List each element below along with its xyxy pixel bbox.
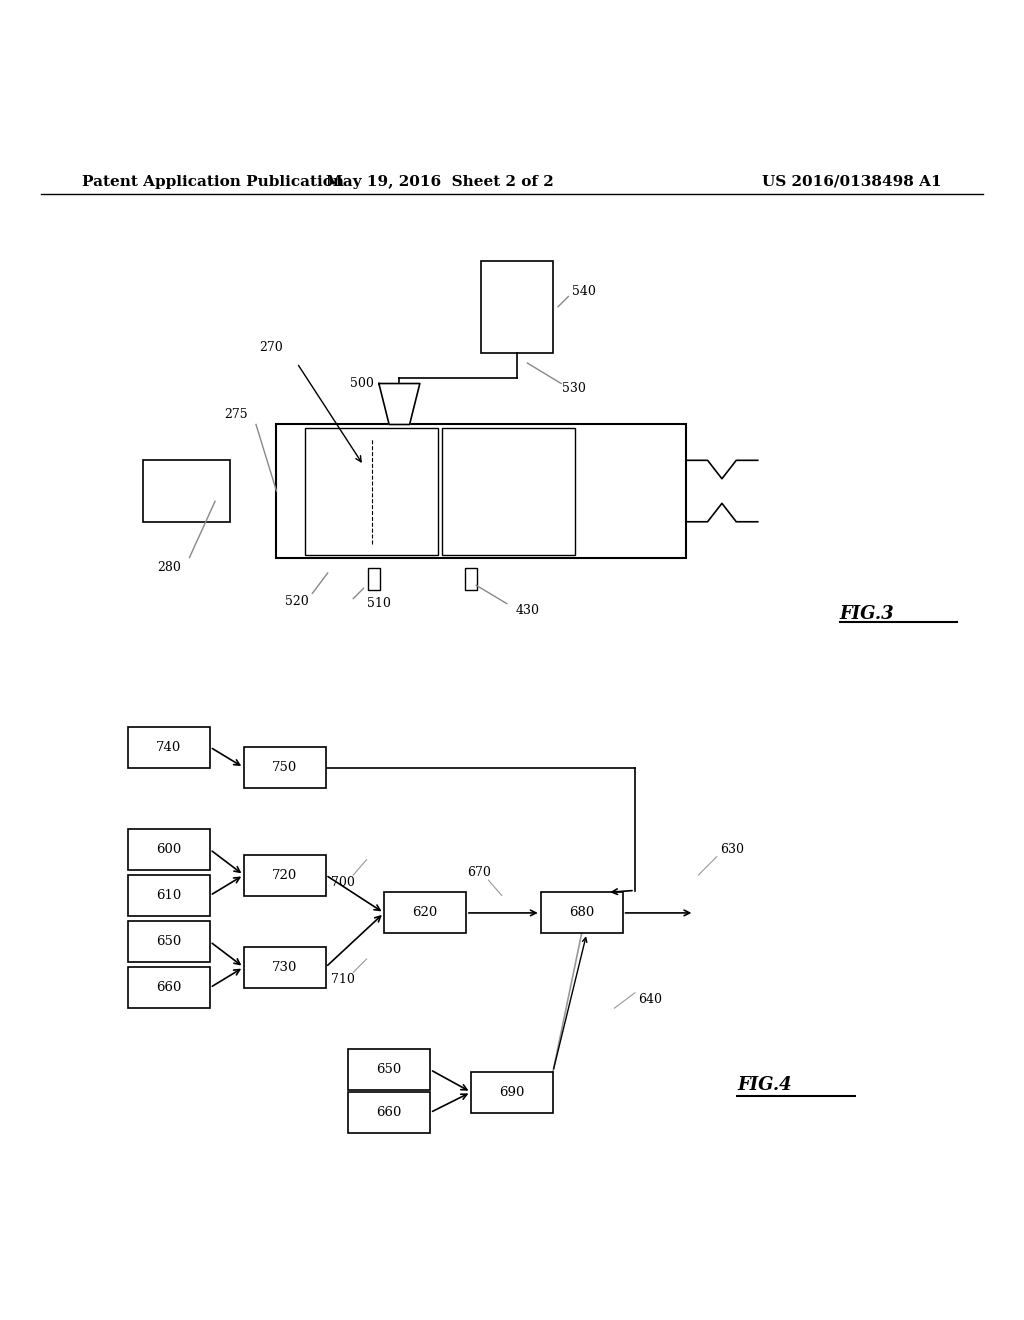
Text: 750: 750 <box>272 762 297 774</box>
Text: FIG.4: FIG.4 <box>737 1076 792 1094</box>
Text: 600: 600 <box>157 843 181 855</box>
FancyBboxPatch shape <box>128 726 210 767</box>
Text: 690: 690 <box>500 1085 524 1098</box>
Text: 280: 280 <box>157 561 181 574</box>
FancyBboxPatch shape <box>128 829 210 870</box>
FancyBboxPatch shape <box>128 968 210 1008</box>
Text: 630: 630 <box>720 843 744 855</box>
Text: 270: 270 <box>259 341 284 354</box>
Text: 530: 530 <box>561 383 586 395</box>
Text: 510: 510 <box>367 597 391 610</box>
Text: 620: 620 <box>413 907 437 920</box>
FancyBboxPatch shape <box>244 747 326 788</box>
Text: 610: 610 <box>157 890 181 902</box>
Text: 660: 660 <box>157 981 181 994</box>
FancyBboxPatch shape <box>481 260 553 352</box>
Text: US 2016/0138498 A1: US 2016/0138498 A1 <box>763 174 942 189</box>
Text: 650: 650 <box>377 1063 401 1076</box>
Text: 730: 730 <box>272 961 297 974</box>
FancyBboxPatch shape <box>465 568 477 590</box>
FancyBboxPatch shape <box>143 461 230 521</box>
Text: 740: 740 <box>157 741 181 754</box>
Text: 660: 660 <box>377 1106 401 1119</box>
Text: FIG.3: FIG.3 <box>840 605 894 623</box>
FancyBboxPatch shape <box>541 892 623 933</box>
Text: 700: 700 <box>331 875 355 888</box>
Text: 680: 680 <box>569 907 594 920</box>
FancyBboxPatch shape <box>384 892 466 933</box>
Text: 430: 430 <box>515 605 540 618</box>
Text: 720: 720 <box>272 869 297 882</box>
Text: 640: 640 <box>638 994 663 1006</box>
Text: Patent Application Publication: Patent Application Publication <box>82 174 344 189</box>
Text: 710: 710 <box>331 973 355 986</box>
FancyBboxPatch shape <box>442 428 575 554</box>
FancyBboxPatch shape <box>471 1072 553 1113</box>
FancyBboxPatch shape <box>244 854 326 895</box>
Text: 540: 540 <box>571 285 596 298</box>
Text: 650: 650 <box>157 935 181 948</box>
FancyBboxPatch shape <box>276 425 686 557</box>
FancyBboxPatch shape <box>128 921 210 962</box>
FancyBboxPatch shape <box>305 428 438 554</box>
FancyBboxPatch shape <box>348 1092 430 1133</box>
Text: 520: 520 <box>285 595 309 609</box>
FancyBboxPatch shape <box>244 946 326 987</box>
FancyBboxPatch shape <box>368 568 380 590</box>
FancyBboxPatch shape <box>348 1049 430 1090</box>
Text: 500: 500 <box>350 378 374 389</box>
Text: 275: 275 <box>223 408 248 421</box>
Polygon shape <box>379 384 420 425</box>
Text: 670: 670 <box>467 866 492 879</box>
Text: May 19, 2016  Sheet 2 of 2: May 19, 2016 Sheet 2 of 2 <box>327 174 554 189</box>
FancyBboxPatch shape <box>128 875 210 916</box>
